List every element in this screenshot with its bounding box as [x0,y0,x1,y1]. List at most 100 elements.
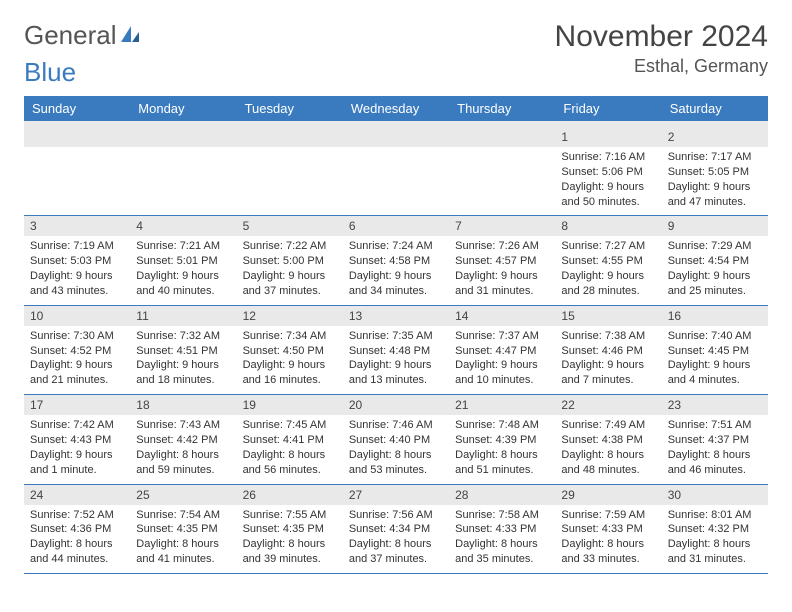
day-content: Sunrise: 7:40 AMSunset: 4:45 PMDaylight:… [662,326,768,394]
daylight-line: Daylight: 9 hours and 47 minutes. [668,180,762,210]
day-content: Sunrise: 7:58 AMSunset: 4:33 PMDaylight:… [449,505,555,573]
day-number: 7 [449,216,555,236]
sunrise-line: Sunrise: 7:42 AM [30,418,124,433]
calendar-row: 1Sunrise: 7:16 AMSunset: 5:06 PMDaylight… [24,127,768,216]
calendar-day: 26Sunrise: 7:55 AMSunset: 4:35 PMDayligh… [237,484,343,573]
sunrise-line: Sunrise: 7:37 AM [455,329,549,344]
day-number: 12 [237,306,343,326]
day-content: Sunrise: 7:32 AMSunset: 4:51 PMDaylight:… [130,326,236,394]
weekday-header-row: Sunday Monday Tuesday Wednesday Thursday… [24,96,768,121]
sunset-line: Sunset: 4:35 PM [136,522,230,537]
day-number: 8 [555,216,661,236]
sunrise-line: Sunrise: 8:01 AM [668,508,762,523]
day-number-empty [449,127,555,147]
daylight-line: Daylight: 8 hours and 48 minutes. [561,448,655,478]
sunset-line: Sunset: 5:06 PM [561,165,655,180]
logo-sail-icon [119,20,141,51]
daylight-line: Daylight: 8 hours and 46 minutes. [668,448,762,478]
day-number: 18 [130,395,236,415]
calendar-day: 29Sunrise: 7:59 AMSunset: 4:33 PMDayligh… [555,484,661,573]
daylight-line: Daylight: 9 hours and 25 minutes. [668,269,762,299]
day-number: 1 [555,127,661,147]
weekday-header: Thursday [449,96,555,121]
sunrise-line: Sunrise: 7:19 AM [30,239,124,254]
day-number: 14 [449,306,555,326]
day-content: Sunrise: 7:27 AMSunset: 4:55 PMDaylight:… [555,236,661,304]
sunrise-line: Sunrise: 7:35 AM [349,329,443,344]
day-content: Sunrise: 7:38 AMSunset: 4:46 PMDaylight:… [555,326,661,394]
day-number: 19 [237,395,343,415]
sunset-line: Sunset: 5:03 PM [30,254,124,269]
calendar-day: 11Sunrise: 7:32 AMSunset: 4:51 PMDayligh… [130,305,236,394]
sunset-line: Sunset: 4:34 PM [349,522,443,537]
calendar-day: 15Sunrise: 7:38 AMSunset: 4:46 PMDayligh… [555,305,661,394]
sunrise-line: Sunrise: 7:52 AM [30,508,124,523]
calendar-body: 1Sunrise: 7:16 AMSunset: 5:06 PMDaylight… [24,127,768,573]
sunset-line: Sunset: 4:33 PM [455,522,549,537]
day-content: Sunrise: 7:48 AMSunset: 4:39 PMDaylight:… [449,415,555,483]
sunset-line: Sunset: 4:43 PM [30,433,124,448]
day-content: Sunrise: 7:51 AMSunset: 4:37 PMDaylight:… [662,415,768,483]
day-number: 6 [343,216,449,236]
calendar-empty [130,127,236,216]
calendar-day: 14Sunrise: 7:37 AMSunset: 4:47 PMDayligh… [449,305,555,394]
calendar-day: 8Sunrise: 7:27 AMSunset: 4:55 PMDaylight… [555,216,661,305]
daylight-line: Daylight: 9 hours and 16 minutes. [243,358,337,388]
day-number-empty [24,127,130,147]
day-content: Sunrise: 7:37 AMSunset: 4:47 PMDaylight:… [449,326,555,394]
logo-text-general: General [24,20,117,51]
day-content: Sunrise: 7:19 AMSunset: 5:03 PMDaylight:… [24,236,130,304]
sunrise-line: Sunrise: 7:54 AM [136,508,230,523]
day-content: Sunrise: 7:34 AMSunset: 4:50 PMDaylight:… [237,326,343,394]
calendar-day: 4Sunrise: 7:21 AMSunset: 5:01 PMDaylight… [130,216,236,305]
day-content: Sunrise: 7:46 AMSunset: 4:40 PMDaylight:… [343,415,449,483]
day-number: 9 [662,216,768,236]
daylight-line: Daylight: 9 hours and 7 minutes. [561,358,655,388]
sunrise-line: Sunrise: 7:27 AM [561,239,655,254]
sunset-line: Sunset: 4:55 PM [561,254,655,269]
calendar-empty [237,127,343,216]
calendar-empty [24,127,130,216]
daylight-line: Daylight: 9 hours and 34 minutes. [349,269,443,299]
daylight-line: Daylight: 8 hours and 51 minutes. [455,448,549,478]
calendar-day: 12Sunrise: 7:34 AMSunset: 4:50 PMDayligh… [237,305,343,394]
calendar-day: 5Sunrise: 7:22 AMSunset: 5:00 PMDaylight… [237,216,343,305]
calendar-day: 27 Sunrise: 7:56 AMSunset: 4:34 PMDayligh… [343,484,449,573]
daylight-line: Daylight: 8 hours and 37 minutes. [349,537,443,567]
sunset-line: Sunset: 5:00 PM [243,254,337,269]
calendar-day: 30Sunrise: 8:01 AMSunset: 4:32 PMDayligh… [662,484,768,573]
calendar-row: 10Sunrise: 7:30 AMSunset: 4:52 PMDayligh… [24,305,768,394]
daylight-line: Daylight: 8 hours and 44 minutes. [30,537,124,567]
day-number: 21 [449,395,555,415]
sunset-line: Sunset: 4:37 PM [668,433,762,448]
day-number: 27 [343,485,449,505]
day-content: Sunrise: 7:55 AMSunset: 4:35 PMDaylight:… [237,505,343,573]
day-content: Sunrise: 7:26 AMSunset: 4:57 PMDaylight:… [449,236,555,304]
day-number: 24 [24,485,130,505]
daylight-line: Daylight: 8 hours and 33 minutes. [561,537,655,567]
sunrise-line: Sunrise: 7:56 AM [349,508,443,523]
daylight-line: Daylight: 9 hours and 10 minutes. [455,358,549,388]
day-number-empty [343,127,449,147]
sunrise-line: Sunrise: 7:22 AM [243,239,337,254]
calendar-day: 6Sunrise: 7:24 AMSunset: 4:58 PMDaylight… [343,216,449,305]
calendar-day: 17Sunrise: 7:42 AMSunset: 4:43 PMDayligh… [24,395,130,484]
daylight-line: Daylight: 8 hours and 56 minutes. [243,448,337,478]
day-content: Sunrise: 7:42 AMSunset: 4:43 PMDaylight:… [24,415,130,483]
sunrise-line: Sunrise: 7:49 AM [561,418,655,433]
weekday-header: Monday [130,96,236,121]
sunrise-line: Sunrise: 7:32 AM [136,329,230,344]
day-content: Sunrise: 8:01 AMSunset: 4:32 PMDaylight:… [662,505,768,573]
sunset-line: Sunset: 4:48 PM [349,344,443,359]
sunrise-line: Sunrise: 7:40 AM [668,329,762,344]
sunrise-line: Sunrise: 7:29 AM [668,239,762,254]
day-content: Sunrise: 7:30 AMSunset: 4:52 PMDaylight:… [24,326,130,394]
sunrise-line: Sunrise: 7:48 AM [455,418,549,433]
day-number-empty [237,127,343,147]
weekday-header: Friday [555,96,661,121]
day-number: 23 [662,395,768,415]
day-number-empty [130,127,236,147]
daylight-line: Daylight: 8 hours and 39 minutes. [243,537,337,567]
calendar-row: 17Sunrise: 7:42 AMSunset: 4:43 PMDayligh… [24,395,768,484]
calendar-row: 3Sunrise: 7:19 AMSunset: 5:03 PMDaylight… [24,216,768,305]
